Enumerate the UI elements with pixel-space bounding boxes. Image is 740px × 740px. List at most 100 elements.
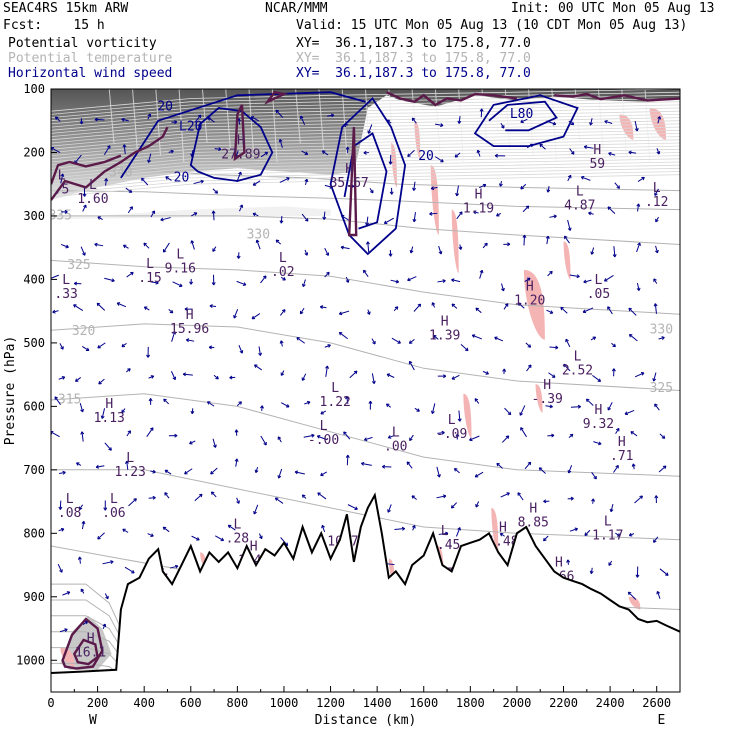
extremum-label: H.71: [610, 435, 633, 464]
y-tick-label: 1000: [16, 653, 45, 667]
wind-vector-head: [210, 470, 214, 475]
wind-vector: [253, 504, 259, 515]
wind-vector-head: [553, 214, 557, 219]
wind-vector-head: [277, 475, 282, 479]
wind-vector: [474, 471, 484, 478]
wind-vector-head: [94, 242, 98, 247]
wind-vector-head: [263, 442, 267, 446]
wind-vector: [78, 504, 84, 510]
extremum-type: L: [595, 273, 603, 288]
wind-vector-head: [169, 309, 174, 314]
wind-vector: [347, 504, 358, 510]
wind-vector: [327, 114, 334, 117]
extremum-label: L.06: [102, 492, 125, 521]
extremum-label: H1.19: [463, 187, 494, 216]
pv-contour: [386, 91, 518, 107]
wind-vector: [456, 185, 459, 196]
wind-vector: [569, 148, 575, 155]
wind-vector-head: [163, 398, 167, 403]
wind-vector: [547, 186, 550, 193]
wind-vector-head: [451, 376, 456, 380]
extremum-value: .12: [645, 195, 668, 210]
wind-vector-head: [552, 121, 557, 126]
wind-vector-head: [125, 460, 129, 465]
wind-vector-head: [560, 306, 564, 311]
wind-vector-head: [164, 469, 169, 474]
wind-vector-head: [150, 375, 155, 379]
wind-vector: [547, 434, 555, 437]
wind-vector: [141, 177, 149, 186]
wind-vector-head: [152, 469, 156, 474]
wind-vector: [126, 271, 134, 278]
wind-vector: [280, 216, 283, 224]
wind-vector: [79, 402, 84, 413]
wind-vector: [539, 143, 546, 150]
wind-vector: [228, 524, 236, 531]
wind-vector: [280, 340, 283, 347]
wind-vector-head: [296, 337, 300, 341]
wind-speed-label: 20: [174, 170, 190, 185]
wind-vector: [324, 247, 329, 256]
pink-region: [563, 241, 571, 280]
wind-speed-contour: [120, 91, 366, 179]
wind-vector: [317, 492, 327, 500]
wind-vector-head: [107, 145, 111, 149]
wind-vector-head: [275, 239, 280, 244]
pink-region: [523, 269, 545, 340]
wind-vector-head: [520, 119, 524, 124]
wind-vector: [304, 401, 311, 405]
field-wind-xy: XY= 36.1,187.3 to 175.8, 77.0: [296, 66, 531, 81]
wind-vector-head: [131, 569, 135, 574]
model-title: SEAC4RS 15km ARW: [3, 1, 129, 16]
extremum-type: L: [176, 248, 184, 263]
wind-vector-head: [121, 117, 125, 122]
extremum-type: L: [320, 419, 328, 434]
wind-vector: [170, 371, 176, 380]
wind-vector: [624, 409, 635, 415]
wind-vector-head: [372, 341, 376, 345]
wind-vector-head: [185, 338, 190, 343]
wind-vector: [323, 211, 326, 220]
wind-vector-head: [60, 346, 64, 350]
wind-vector: [520, 427, 527, 438]
wind-vector-head: [260, 405, 264, 409]
wind-vector: [391, 337, 401, 344]
wind-vector-head: [628, 307, 632, 312]
wind-vector-head: [607, 206, 612, 210]
extremum-value: .28: [226, 531, 249, 546]
wind-vector: [438, 245, 442, 255]
extremum-label: L.05: [587, 273, 610, 302]
wind-vector: [296, 337, 306, 344]
wind-vector-head: [628, 532, 633, 537]
wind-vector-head: [81, 520, 86, 525]
wind-vector-head: [591, 498, 596, 502]
wind-vector: [613, 246, 616, 258]
wind-vector-head: [100, 415, 105, 419]
wind-vector-head: [381, 464, 386, 469]
theta-contour-label: 325: [67, 258, 90, 273]
wind-vector-head: [459, 211, 463, 215]
wind-vector-head: [215, 375, 219, 380]
pv-contour: [51, 126, 169, 201]
wind-vector: [458, 410, 461, 422]
wind-vector-head: [179, 283, 183, 288]
wind-vector: [60, 173, 64, 184]
wind-vector: [436, 495, 447, 499]
wind-vector: [321, 525, 326, 533]
wind-vector: [568, 120, 575, 126]
wind-vector: [300, 307, 305, 315]
wind-vector: [147, 113, 151, 120]
wind-vector: [367, 124, 373, 134]
wind-vector-head: [236, 500, 240, 504]
wind-vector: [658, 465, 667, 473]
wind-vector-head: [528, 364, 532, 368]
wind-vector: [538, 467, 546, 474]
terrain-fill: [51, 495, 680, 692]
wind-vector-head: [80, 431, 85, 435]
pink-region: [491, 507, 499, 553]
wind-vector-head: [627, 591, 632, 596]
wind-vector: [212, 188, 218, 194]
wind-vector: [59, 343, 64, 350]
wind-vector: [164, 469, 172, 475]
extremum-label: L1.23: [115, 451, 146, 480]
